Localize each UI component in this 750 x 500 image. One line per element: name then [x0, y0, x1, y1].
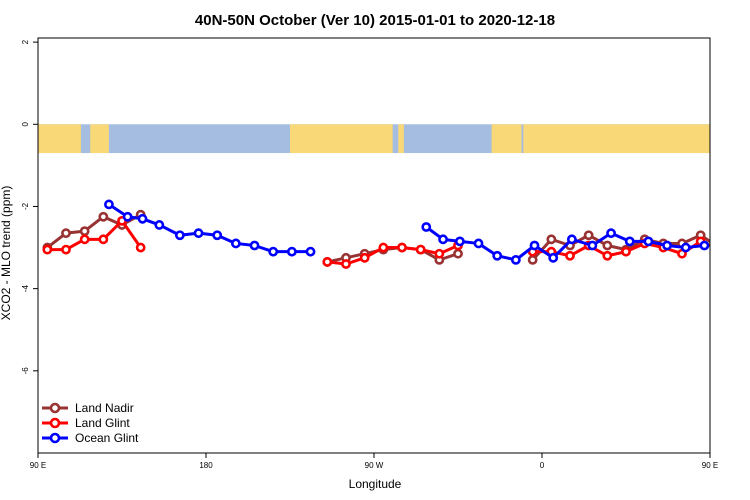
- y-tick-label: -2: [21, 202, 30, 210]
- legend-marker: [49, 417, 61, 429]
- land-nadir-point: [453, 248, 463, 259]
- land-glint-point: [734, 246, 741, 253]
- map-land-eurasia: [523, 124, 710, 154]
- map-land-north-america: [290, 124, 393, 154]
- ocean-glint-point: [305, 246, 316, 257]
- ocean-glint-point: [473, 238, 484, 249]
- ocean-glint-point: [529, 240, 540, 251]
- land-glint-point: [341, 259, 351, 269]
- y-axis-label: XCO2 - MLO trend (ppm): [0, 186, 13, 321]
- ocean-glint-point: [137, 213, 148, 224]
- ocean-glint-point: [643, 236, 654, 247]
- legend-marker: [49, 402, 61, 414]
- land-nadir-point: [527, 254, 538, 265]
- x-tick-label: 0: [540, 461, 545, 470]
- land-glint-point: [61, 244, 71, 255]
- series-land-nadir: [42, 209, 741, 267]
- y-tick-label: -6: [21, 367, 30, 375]
- land-glint-line-2: [532, 239, 710, 258]
- legend-item-land-nadir: Land Nadir: [42, 401, 134, 415]
- legend-label: Land Nadir: [75, 401, 134, 415]
- y-tick-label: 2: [21, 39, 30, 44]
- land-glint-point: [415, 244, 426, 255]
- legend-label: Ocean Glint: [75, 431, 139, 445]
- map-land-europe-west: [491, 124, 522, 154]
- legend-label: Land Glint: [75, 416, 130, 430]
- land-nadir-point: [98, 211, 109, 222]
- land-glint-point: [79, 234, 90, 245]
- land-nadir-point: [583, 230, 594, 241]
- land-glint-point: [602, 250, 613, 261]
- land-nadir-point: [79, 226, 90, 237]
- world-map-strip: [38, 124, 710, 154]
- ocean-glint-line-1: [425, 225, 705, 262]
- ocean-glint-point: [249, 240, 260, 251]
- ocean-glint-point: [680, 242, 691, 253]
- land-glint-point: [135, 242, 146, 253]
- map-land-newfoundland: [398, 124, 404, 154]
- ocean-glint-point: [438, 234, 448, 245]
- x-tick-label: 90 E: [702, 461, 718, 470]
- land-nadir-point: [61, 228, 71, 239]
- series-ocean-glint: [104, 199, 710, 265]
- ocean-glint-point: [154, 220, 165, 230]
- ocean-glint-point: [286, 246, 297, 257]
- x-tick-label: 90 E: [30, 461, 46, 470]
- land-nadir-point: [602, 240, 613, 251]
- legend-item-ocean-glint: Ocean Glint: [42, 431, 139, 445]
- land-glint-point: [378, 242, 389, 253]
- ocean-glint-point: [212, 230, 223, 241]
- land-glint-point: [434, 248, 445, 259]
- ocean-glint-point: [104, 199, 114, 210]
- land-glint-point: [42, 244, 53, 255]
- x-tick-label: 90 W: [365, 461, 384, 470]
- land-glint-point: [98, 234, 109, 245]
- land-glint-point: [565, 250, 575, 261]
- map-land-japan: [90, 124, 109, 154]
- x-axis-label: Longitude: [349, 477, 402, 491]
- legend-item-land-glint: Land Glint: [42, 416, 130, 430]
- ocean-glint-point: [193, 228, 204, 239]
- ocean-glint-point: [454, 236, 465, 247]
- ocean-glint-point: [566, 234, 577, 245]
- series-layer: [42, 199, 741, 269]
- ocean-glint-point: [548, 252, 559, 263]
- chart-title: 40N-50N October (Ver 10) 2015-01-01 to 2…: [195, 12, 555, 29]
- ocean-glint-point: [699, 240, 710, 251]
- ocean-glint-point: [587, 240, 598, 251]
- land-nadir-point: [734, 230, 741, 237]
- x-tick-label: 180: [199, 461, 213, 470]
- ocean-glint-point: [606, 228, 616, 239]
- y-tick-label: 0: [21, 122, 30, 127]
- ocean-glint-point: [230, 238, 241, 249]
- land-nadir-point: [546, 234, 557, 245]
- map-land-asia: [38, 124, 81, 154]
- legend-marker: [49, 432, 61, 444]
- land-glint-point: [397, 242, 407, 253]
- x-axis: 90 E 180 90 W 0 90 E: [30, 453, 718, 470]
- y-axis: 2 0 -2 -4 -6: [21, 39, 38, 374]
- ocean-glint-point: [174, 230, 185, 241]
- land-glint-point: [359, 252, 370, 263]
- ocean-glint-point: [122, 211, 133, 222]
- y-tick-label: -4: [21, 285, 30, 293]
- ocean-glint-point: [624, 236, 635, 247]
- land-glint-point: [621, 246, 631, 257]
- ocean-glint-point: [421, 222, 432, 232]
- ocean-glint-point: [662, 240, 672, 251]
- ocean-glint-point: [510, 254, 521, 265]
- ocean-glint-point: [268, 246, 279, 257]
- land-glint-point: [322, 257, 333, 267]
- ocean-glint-point: [492, 250, 503, 261]
- land-nadir-point: [716, 244, 723, 251]
- land-glint-point: [716, 246, 723, 253]
